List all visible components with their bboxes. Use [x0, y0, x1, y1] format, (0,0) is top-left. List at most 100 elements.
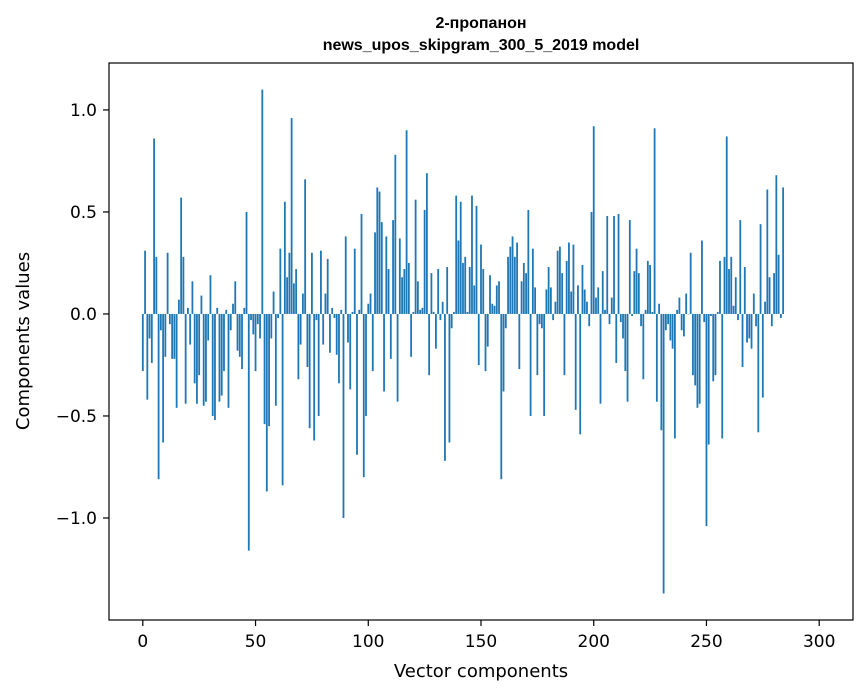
- bar: [144, 250, 146, 314]
- bar: [676, 309, 679, 314]
- bar: [511, 236, 514, 314]
- x-tick-label: 150: [465, 632, 497, 652]
- bar: [750, 313, 753, 349]
- bar: [214, 313, 216, 421]
- bar: [590, 211, 593, 314]
- bar: [660, 313, 663, 431]
- bar: [755, 313, 757, 327]
- bar: [254, 313, 257, 372]
- bar: [579, 313, 582, 435]
- bar: [358, 309, 361, 314]
- bar: [159, 313, 162, 331]
- bar: [367, 303, 370, 314]
- bar: [495, 285, 498, 314]
- bar: [777, 254, 780, 314]
- bar: [581, 264, 584, 314]
- bar: [640, 313, 642, 327]
- chart-title: 2-пропанон: [435, 15, 526, 32]
- bar: [243, 307, 246, 314]
- bar: [191, 281, 194, 314]
- bar: [615, 313, 618, 363]
- bar: [633, 271, 636, 314]
- x-tick-label: 250: [690, 632, 722, 652]
- bar: [236, 313, 239, 351]
- bar: [450, 313, 453, 329]
- bar: [658, 303, 661, 314]
- bar: [446, 267, 449, 314]
- bar: [428, 313, 431, 376]
- bar: [259, 313, 261, 339]
- bar: [146, 313, 149, 400]
- bar: [568, 242, 570, 314]
- bar: [281, 313, 284, 486]
- bar: [270, 313, 273, 339]
- bar: [182, 256, 185, 314]
- bar: [241, 313, 243, 370]
- bar: [229, 313, 232, 331]
- bar: [466, 311, 469, 314]
- bar: [286, 277, 289, 314]
- bar: [211, 313, 214, 416]
- bar: [782, 187, 785, 314]
- bar: [741, 313, 744, 368]
- bar: [414, 199, 417, 314]
- bar: [180, 197, 183, 314]
- bar: [730, 256, 733, 314]
- bar: [297, 313, 300, 380]
- bar: [667, 313, 670, 325]
- bar: [423, 209, 426, 314]
- bar: [595, 297, 597, 314]
- y-axis-ticks: −1.0 −0.5 0.0 0.5 1.0: [56, 101, 109, 529]
- bar: [491, 303, 494, 314]
- bar: [256, 313, 259, 325]
- bar: [376, 187, 379, 314]
- bar: [407, 262, 410, 314]
- bar: [193, 313, 196, 384]
- bar: [223, 313, 225, 372]
- x-tick-label: 300: [803, 632, 835, 652]
- bar: [764, 301, 766, 314]
- bar: [457, 240, 460, 314]
- bar: [245, 211, 248, 314]
- bar: [509, 246, 512, 314]
- bar: [311, 252, 313, 314]
- bar: [430, 273, 433, 314]
- y-tick-label: 0.5: [70, 203, 97, 223]
- bar: [405, 130, 408, 314]
- bar: [649, 264, 651, 314]
- bar: [604, 309, 606, 314]
- bar: [340, 309, 343, 314]
- bar: [480, 244, 482, 314]
- bar: [716, 311, 719, 314]
- bar: [694, 313, 697, 386]
- bar: [610, 297, 613, 314]
- bar: [739, 220, 742, 314]
- bar: [155, 256, 158, 314]
- bar: [455, 195, 458, 314]
- bar: [588, 313, 591, 327]
- bar: [335, 313, 338, 355]
- bar: [707, 313, 710, 445]
- bar: [556, 250, 559, 314]
- bar: [680, 313, 683, 331]
- bar: [301, 293, 304, 314]
- bar: [599, 313, 602, 404]
- bar: [265, 313, 268, 492]
- bar: [624, 313, 627, 372]
- bar: [577, 285, 579, 314]
- bar: [387, 269, 390, 314]
- bar: [703, 313, 706, 323]
- bar: [743, 267, 746, 314]
- bar: [619, 313, 622, 323]
- bar: [719, 260, 721, 314]
- bar: [592, 126, 595, 314]
- bar: [333, 313, 336, 319]
- bar: [622, 313, 624, 339]
- bar: [141, 313, 144, 372]
- bar: [353, 248, 356, 314]
- bar: [225, 309, 228, 314]
- bar: [263, 313, 266, 425]
- bar: [234, 281, 237, 314]
- bar: [401, 277, 403, 314]
